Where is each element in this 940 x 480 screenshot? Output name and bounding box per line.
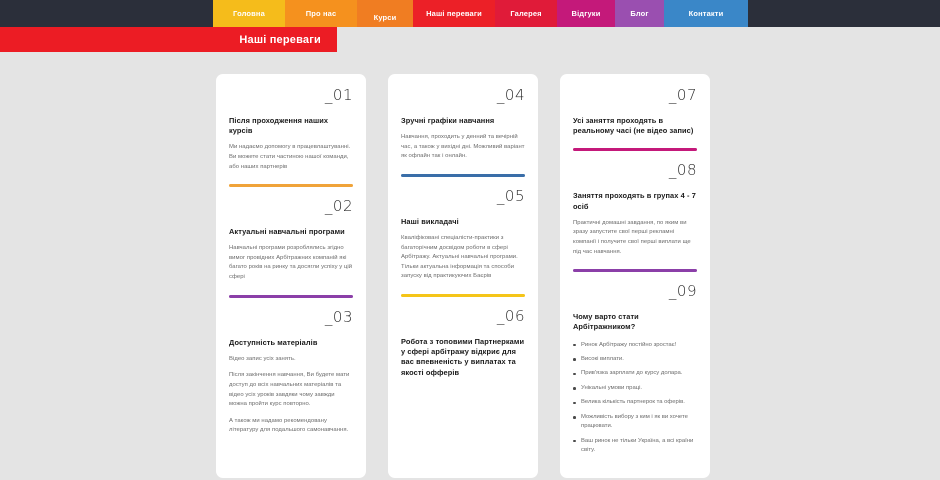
section-number: _01 [324,86,353,104]
list-item: Унікальні умови праці. [573,384,697,393]
section-number: _09 [668,282,697,301]
section-title: Доступність матеріалів [229,337,318,347]
page-body: _01 Після проходження наших курсів Ми нада… [0,52,940,480]
advantage-card-3: _07 Усі заняття проходять в реальному час… [560,74,710,478]
section-paragraph: Кваліфіковані спеціалісти-практики з баг… [401,235,518,280]
section-accent-bar [573,148,697,152]
advantage-card-1: _01 Після проходження наших курсів Ми нада… [216,74,366,478]
section-number: _07 [668,86,697,104]
page-title: Наші переваги [239,33,321,46]
nav-item-5[interactable]: Галерея [495,0,557,27]
nav-item-2[interactable]: Про нас [285,0,357,27]
benefits-list: Ринок Арбітражу постійно зростає! Високі … [573,341,697,456]
section-title: Актуальні навчальні програми [229,227,345,237]
section-title: Наші викладачі [401,216,459,226]
section-number: _04 [496,86,525,104]
list-item: Велика кількість партнерок та оферів. [573,398,697,407]
section-paragraph: Практичні домашні завдання, по яким ви з… [573,219,691,255]
advantage-card-2: _04 Зручні графіки навчання Навчання, прох… [388,74,538,478]
section-title: Робота з топовими Партнерками у сфері ар… [401,336,525,377]
list-item: Ринок Арбітражу постійно зростає! [573,341,697,350]
nav-item-label: Наші переваги [426,9,482,18]
section-paragraph: Навчальні програми розроблялись згідно в… [229,245,353,281]
section-number: _03 [324,307,353,326]
nav-item-label: Блог [630,9,649,18]
advantages-cards: _01 Після проходження наших курсів Ми нада… [216,74,710,478]
section-number: _05 [496,186,525,205]
section-accent-bar [401,293,525,297]
nav-item-label: Про нас [305,9,337,18]
section-accent-bar [229,294,353,298]
nav-item-label: Галерея [510,9,542,18]
section-number: _08 [668,161,697,180]
section-paragraph: Відео запис усіх занять. [229,355,296,362]
nav-item-4[interactable]: Наші переваги [413,0,495,27]
nav-item-label: Головна [233,9,265,18]
top-navigation-bar: Головна Про нас Курси Наші переваги Галерея В… [0,0,940,35]
section-paragraph: Ми надаємо допомогу в працевлаштуванні. … [229,144,351,170]
section-title: Зручні графіки навчання [401,116,495,125]
nav-item-label: Контакти [688,9,724,18]
section-paragraph: Після закінчення навчання, Ви будете мат… [229,372,350,408]
list-item: Прив'язка зарплати до курсу долара. [573,369,697,378]
nav-item-7[interactable]: Блог [615,0,664,27]
nav-item-label: Відгуки [571,9,601,18]
nav-item-8[interactable]: Контакти [664,0,748,27]
section-title: Чому варто стати Арбітражником? [573,312,639,332]
page-title-banner: Наші переваги [0,27,337,52]
section-number: _06 [496,306,525,325]
nav-item-6[interactable]: Відгуки [557,0,615,27]
section-paragraph: Навчання, проходить у денний та вечірній… [401,134,525,160]
nav-item-1[interactable]: Головна [213,0,285,27]
section-accent-bar [229,184,353,188]
list-item: Можливість вибору з ким і як ви хочете п… [573,413,697,432]
section-title: Заняття проходять в групах 4 - 7 осіб [573,191,696,211]
section-accent-bar [401,173,525,177]
section-title: Усі заняття проходять в реальному часі (… [573,116,694,136]
section-number: _02 [324,197,353,216]
list-item: Високі виплати. [573,355,697,364]
banner-right-strip [337,27,940,52]
section-paragraph: А також ми надамо рекомендовану літерату… [229,417,349,434]
section-title: Після проходження наших курсів [229,116,329,136]
nav-items-container: Головна Про нас Курси Наші переваги Галерея В… [213,0,748,35]
section-accent-bar [573,269,697,273]
list-item: Ваш ринок не тільки Україна, а всі країн… [573,437,697,456]
nav-item-label: Курси [373,13,397,22]
